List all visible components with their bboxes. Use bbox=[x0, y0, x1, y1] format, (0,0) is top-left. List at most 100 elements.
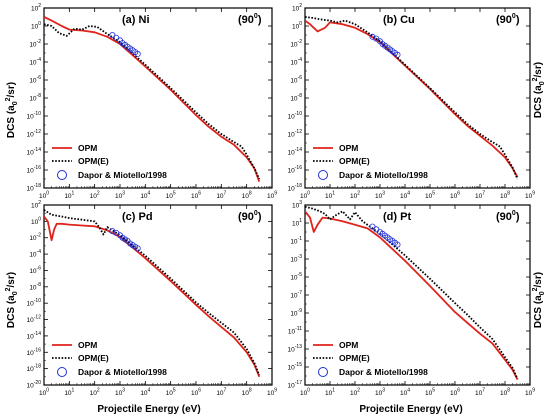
x-tick-label: 102 bbox=[90, 191, 100, 201]
panel-label: (a) Ni bbox=[122, 14, 150, 26]
y-tick-label: 100 bbox=[292, 21, 302, 31]
y-tick-label: 10-5 bbox=[290, 272, 302, 282]
y-tick-label: 10-8 bbox=[290, 93, 302, 103]
y-tick-label: 10-2 bbox=[29, 233, 41, 243]
legend-opme-label: OPM(E) bbox=[78, 353, 109, 363]
y-tick-label: 10-6 bbox=[290, 75, 302, 85]
opm-series-line bbox=[305, 210, 519, 381]
y-tick-label: 10-10 bbox=[288, 111, 303, 121]
x-tick-label: 103 bbox=[115, 191, 125, 201]
x-tick-label: 106 bbox=[191, 191, 201, 201]
angle-label: (900) bbox=[238, 210, 262, 223]
x-tick-label: 107 bbox=[475, 191, 485, 201]
dapor-point bbox=[134, 245, 141, 252]
legend-opm-label: OPM bbox=[339, 143, 358, 153]
y-tick-label: 10-14 bbox=[27, 331, 42, 341]
svg-text:DCS (a02/sr): DCS (a02/sr) bbox=[532, 272, 546, 328]
x-tick-label: 101 bbox=[64, 388, 74, 398]
y-tick-label: 10-16 bbox=[27, 347, 42, 357]
x-tick-label: 105 bbox=[166, 191, 176, 201]
legend-dapor-swatch bbox=[318, 170, 328, 180]
panel-ni: 100 101 102 103 104 105 106 107 108 109 102 100 10-2… bbox=[27, 3, 278, 200]
y-tick-label: 10-3 bbox=[290, 254, 302, 264]
opme-series-line bbox=[305, 16, 519, 180]
y-tick-label: 100 bbox=[31, 216, 41, 226]
x-tick-label: 107 bbox=[216, 388, 226, 398]
legend-dapor-swatch bbox=[318, 367, 328, 377]
x-tick-label: 105 bbox=[166, 388, 176, 398]
legend-dapor-label: Dapor & Miotello/1998 bbox=[339, 367, 428, 377]
y-tick-label: 10-18 bbox=[27, 183, 42, 193]
dapor-point bbox=[369, 33, 376, 40]
x-tick-label: 102 bbox=[90, 388, 100, 398]
panel-label: (d) Pt bbox=[383, 211, 411, 223]
y-tick-label: 10-7 bbox=[290, 290, 302, 300]
xlabel-left: Projectile Energy (eV) bbox=[97, 404, 200, 415]
x-tick-label: 105 bbox=[425, 388, 435, 398]
legend-opme-label: OPM(E) bbox=[339, 353, 370, 363]
y-tick-label: 10-2 bbox=[29, 39, 41, 49]
y-tick-label: 10-8 bbox=[29, 93, 41, 103]
y-tick-label: 10-4 bbox=[29, 57, 41, 67]
ylabel-right-bottom: DCS (a02/sr) bbox=[532, 272, 546, 328]
x-tick-label: 104 bbox=[140, 191, 150, 201]
x-tick-label: 108 bbox=[500, 388, 510, 398]
x-tick-label: 104 bbox=[400, 191, 410, 201]
y-tick-label: 10-18 bbox=[27, 364, 42, 374]
y-tick-label: 10-2 bbox=[290, 39, 302, 49]
y-tick-label: 10-12 bbox=[27, 129, 42, 139]
plot-area bbox=[44, 209, 261, 378]
y-tick-label: 10-10 bbox=[27, 298, 42, 308]
opme-series-line bbox=[44, 23, 261, 180]
x-tick-label: 106 bbox=[450, 388, 460, 398]
legend-opme-label: OPM(E) bbox=[78, 156, 109, 166]
y-tick-label: 10-15 bbox=[288, 362, 303, 372]
legend-opme-label: OPM(E) bbox=[339, 156, 370, 166]
plot-area bbox=[305, 16, 519, 180]
dapor-point bbox=[109, 228, 116, 235]
y-tick-label: 10-4 bbox=[290, 57, 302, 67]
legend-opm-label: OPM bbox=[78, 340, 97, 350]
x-tick-label: 101 bbox=[325, 191, 335, 201]
x-tick-label: 102 bbox=[350, 388, 360, 398]
x-tick-label: 103 bbox=[375, 191, 385, 201]
x-tick-label: 104 bbox=[400, 388, 410, 398]
ylabel-left-top: DCS (a02/sr) bbox=[5, 82, 19, 138]
y-tick-label: 10-17 bbox=[288, 380, 303, 390]
svg-text:DCS (a02/sr): DCS (a02/sr) bbox=[5, 82, 19, 138]
y-tick-label: 10-16 bbox=[27, 165, 42, 175]
legend-dapor-label: Dapor & Miotello/1998 bbox=[78, 367, 167, 377]
y-tick-label: 10-20 bbox=[27, 380, 42, 390]
x-tick-label: 107 bbox=[216, 191, 226, 201]
dapor-point bbox=[394, 51, 401, 58]
y-tick-label: 10-11 bbox=[288, 326, 302, 336]
ylabel-right-top: DCS (a02/sr) bbox=[532, 62, 546, 118]
plot-area bbox=[44, 16, 261, 183]
opme-series-line bbox=[44, 209, 261, 376]
x-tick-label: 103 bbox=[115, 388, 125, 398]
y-tick-label: 102 bbox=[31, 200, 41, 210]
x-tick-label: 108 bbox=[242, 388, 252, 398]
x-tick-label: 108 bbox=[242, 191, 252, 201]
y-tick-label: 10-6 bbox=[29, 265, 41, 275]
panel-label: (b) Cu bbox=[383, 14, 415, 26]
y-tick-label: 10-9 bbox=[290, 308, 302, 318]
legend-dapor-label: Dapor & Miotello/1998 bbox=[78, 170, 167, 180]
x-tick-label: 109 bbox=[267, 191, 277, 201]
x-tick-label: 100 bbox=[39, 191, 49, 201]
y-tick-label: 10-6 bbox=[29, 75, 41, 85]
angle-label: (900) bbox=[238, 13, 262, 26]
ylabel-left-bottom: DCS (a02/sr) bbox=[5, 272, 19, 328]
panel-label: (c) Pd bbox=[122, 211, 153, 223]
opm-series-line bbox=[44, 16, 261, 183]
dapor-point bbox=[394, 241, 401, 248]
y-tick-label: 10-14 bbox=[288, 147, 303, 157]
y-tick-label: 102 bbox=[292, 3, 302, 13]
y-tick-label: 10-8 bbox=[29, 282, 41, 292]
x-tick-label: 107 bbox=[475, 388, 485, 398]
legend-dapor-swatch bbox=[57, 170, 67, 180]
svg-text:DCS (a02/sr): DCS (a02/sr) bbox=[5, 272, 19, 328]
x-tick-label: 102 bbox=[350, 191, 360, 201]
